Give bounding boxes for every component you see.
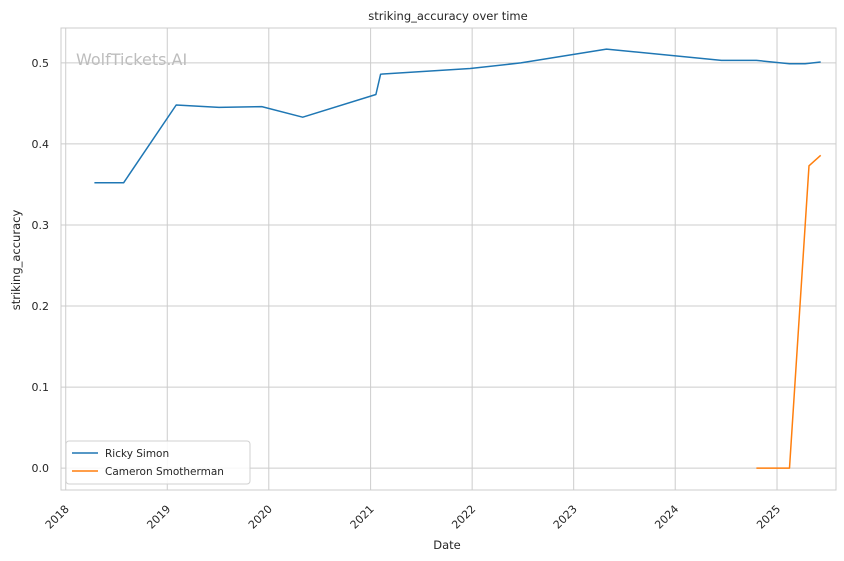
x-tick-label: 2024 xyxy=(652,503,681,532)
legend-label-cameron-smotherman: Cameron Smotherman xyxy=(105,466,224,478)
legend-box xyxy=(65,440,251,485)
series-line-cameron-smotherman xyxy=(756,154,822,469)
y-tick-label: 0.0 xyxy=(32,462,50,475)
y-tick-label: 0.1 xyxy=(32,381,50,394)
x-tick-label: 2023 xyxy=(551,503,580,532)
x-tick-label: 2022 xyxy=(449,503,478,532)
x-axis-title: Date xyxy=(433,538,461,552)
x-tick-label: 2021 xyxy=(348,503,377,532)
y-axis-title: striking_accuracy xyxy=(9,210,23,311)
legend-label-ricky-simon: Ricky Simon xyxy=(105,448,169,460)
x-tick-label: 2019 xyxy=(144,503,173,532)
y-tick-label: 0.5 xyxy=(32,57,50,70)
y-tick-label: 0.3 xyxy=(32,219,50,232)
watermark: WolfTickets.AI xyxy=(76,50,187,69)
series-layer xyxy=(94,48,822,469)
plot-area xyxy=(60,27,837,491)
y-tick-label: 0.4 xyxy=(32,138,50,151)
series-line-ricky-simon xyxy=(94,48,821,184)
y-tick-label: 0.2 xyxy=(32,300,50,313)
chart-title: striking_accuracy over time xyxy=(368,9,527,23)
grid-lines xyxy=(61,28,836,490)
x-tick-label: 2018 xyxy=(43,503,72,532)
y-axis-ticks: 0.0 0.1 0.2 0.3 0.4 0.5 xyxy=(32,57,50,475)
x-tick-label: 2020 xyxy=(246,503,275,532)
x-tick-label: 2025 xyxy=(754,503,783,532)
x-axis-ticks: 2018 2019 2020 2021 2022 2023 2024 2025 xyxy=(43,503,783,532)
legend: Ricky Simon Cameron Smotherman xyxy=(65,440,251,485)
